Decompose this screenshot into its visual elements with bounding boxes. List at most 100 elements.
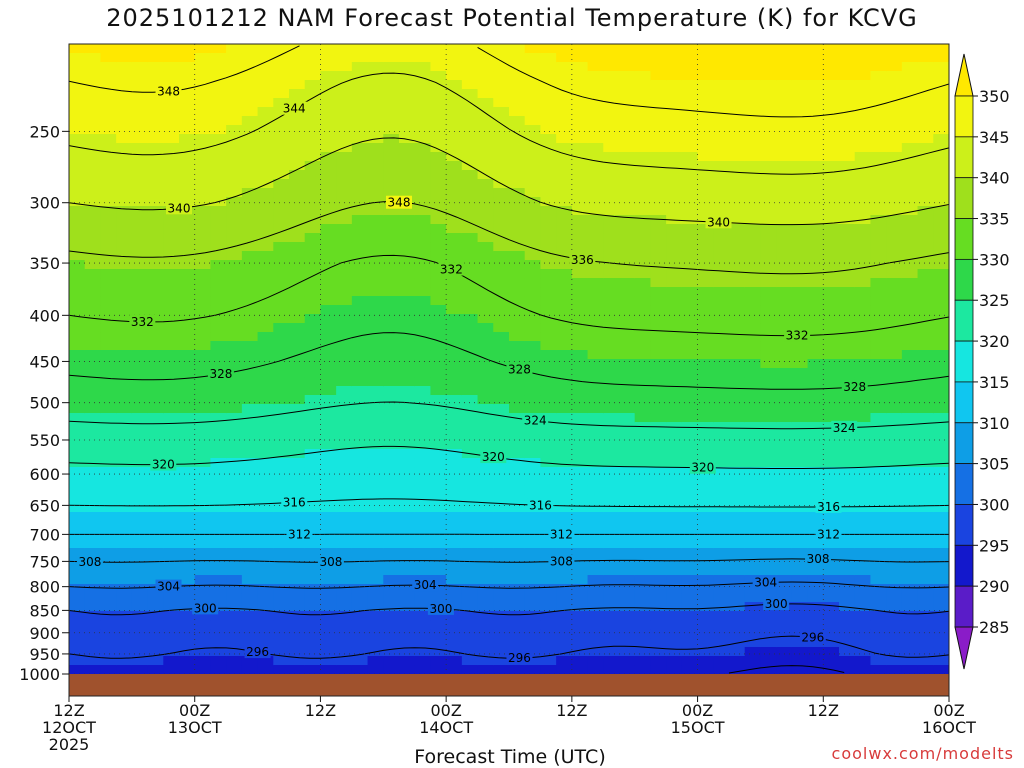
- field-cell: [917, 611, 934, 621]
- field-cell: [933, 233, 949, 243]
- field-cell: [304, 638, 322, 648]
- field-cell: [273, 638, 290, 648]
- field-cell: [901, 125, 919, 135]
- field-cell: [634, 305, 652, 315]
- field-cell: [194, 170, 212, 180]
- field-cell: [461, 260, 479, 270]
- field-cell: [556, 107, 573, 117]
- field-cell: [399, 269, 416, 279]
- field-cell: [430, 548, 447, 558]
- field-cell: [351, 287, 369, 297]
- field-cell: [69, 638, 86, 648]
- field-cell: [697, 287, 714, 297]
- field-cell: [241, 251, 259, 261]
- field-cell: [84, 197, 102, 207]
- field-cell: [69, 629, 86, 639]
- field-cell: [210, 503, 227, 513]
- field-cell: [619, 152, 636, 162]
- field-cell: [540, 44, 557, 54]
- field-cell: [666, 161, 683, 171]
- field-cell: [69, 512, 86, 522]
- field-cell: [116, 494, 133, 504]
- field-cell: [304, 296, 322, 306]
- field-cell: [383, 125, 400, 135]
- field-cell: [493, 377, 510, 387]
- field-cell: [791, 611, 809, 621]
- field-cell: [603, 80, 620, 90]
- field-cell: [650, 215, 667, 225]
- field-cell: [729, 350, 746, 360]
- field-cell: [760, 386, 777, 396]
- field-cell: [886, 449, 903, 459]
- field-cell: [634, 368, 652, 378]
- field-cell: [619, 350, 636, 360]
- field-cell: [870, 629, 887, 639]
- field-cell: [430, 341, 447, 351]
- field-cell: [493, 629, 510, 639]
- field-cell: [776, 314, 793, 324]
- field-cell: [556, 485, 573, 495]
- field-cell: [226, 71, 243, 81]
- field-cell: [760, 656, 777, 666]
- field-cell: [729, 404, 746, 414]
- field-cell: [84, 494, 102, 504]
- field-cell: [399, 44, 416, 54]
- field-cell: [383, 305, 400, 315]
- field-cell: [886, 548, 903, 558]
- field-cell: [241, 278, 259, 288]
- field-cell: [870, 458, 887, 468]
- contour-label: 312: [550, 527, 573, 541]
- field-cell: [320, 413, 337, 423]
- field-cell: [839, 350, 856, 360]
- field-cell: [84, 323, 102, 333]
- field-cell: [886, 494, 903, 504]
- field-cell: [289, 629, 306, 639]
- field-cell: [619, 179, 636, 189]
- field-cell: [619, 629, 636, 639]
- field-cell: [163, 494, 180, 504]
- field-cell: [446, 161, 463, 171]
- contour-label: 344: [283, 102, 306, 116]
- field-cell: [179, 134, 196, 144]
- field-cell: [163, 278, 180, 288]
- field-cell: [587, 80, 604, 90]
- field-cell: [304, 341, 322, 351]
- field-cell: [524, 467, 542, 477]
- field-cell: [807, 350, 824, 360]
- field-cell: [320, 134, 337, 144]
- field-cell: [729, 161, 746, 171]
- field-cell: [681, 431, 699, 441]
- field-cell: [477, 233, 494, 243]
- field-cell: [100, 449, 117, 459]
- field-cell: [351, 62, 369, 72]
- field-cell: [509, 179, 526, 189]
- field-cell: [399, 575, 416, 585]
- field-cell: [839, 134, 856, 144]
- field-cell: [587, 323, 604, 333]
- field-cell: [713, 71, 730, 81]
- field-cell: [666, 656, 683, 666]
- field-cell: [320, 629, 337, 639]
- field-cell: [430, 134, 447, 144]
- field-cell: [100, 638, 117, 648]
- field-cell: [477, 197, 494, 207]
- field-cell: [179, 476, 196, 486]
- field-cell: [273, 512, 290, 522]
- field-cell: [681, 170, 699, 180]
- field-cell: [870, 548, 887, 558]
- field-cell: [540, 440, 557, 450]
- field-cell: [791, 224, 809, 234]
- field-cell: [163, 314, 180, 324]
- field-cell: [823, 71, 840, 81]
- field-cell: [194, 656, 212, 666]
- field-cell: [650, 53, 667, 63]
- field-cell: [320, 269, 337, 279]
- field-cell: [367, 431, 384, 441]
- credit-link[interactable]: coolwx.com/modelts: [831, 744, 1014, 763]
- field-cell: [666, 296, 683, 306]
- field-cell: [509, 215, 526, 225]
- field-cell: [571, 152, 589, 162]
- field-cell: [194, 161, 212, 171]
- field-cell: [84, 161, 102, 171]
- field-cell: [933, 638, 949, 648]
